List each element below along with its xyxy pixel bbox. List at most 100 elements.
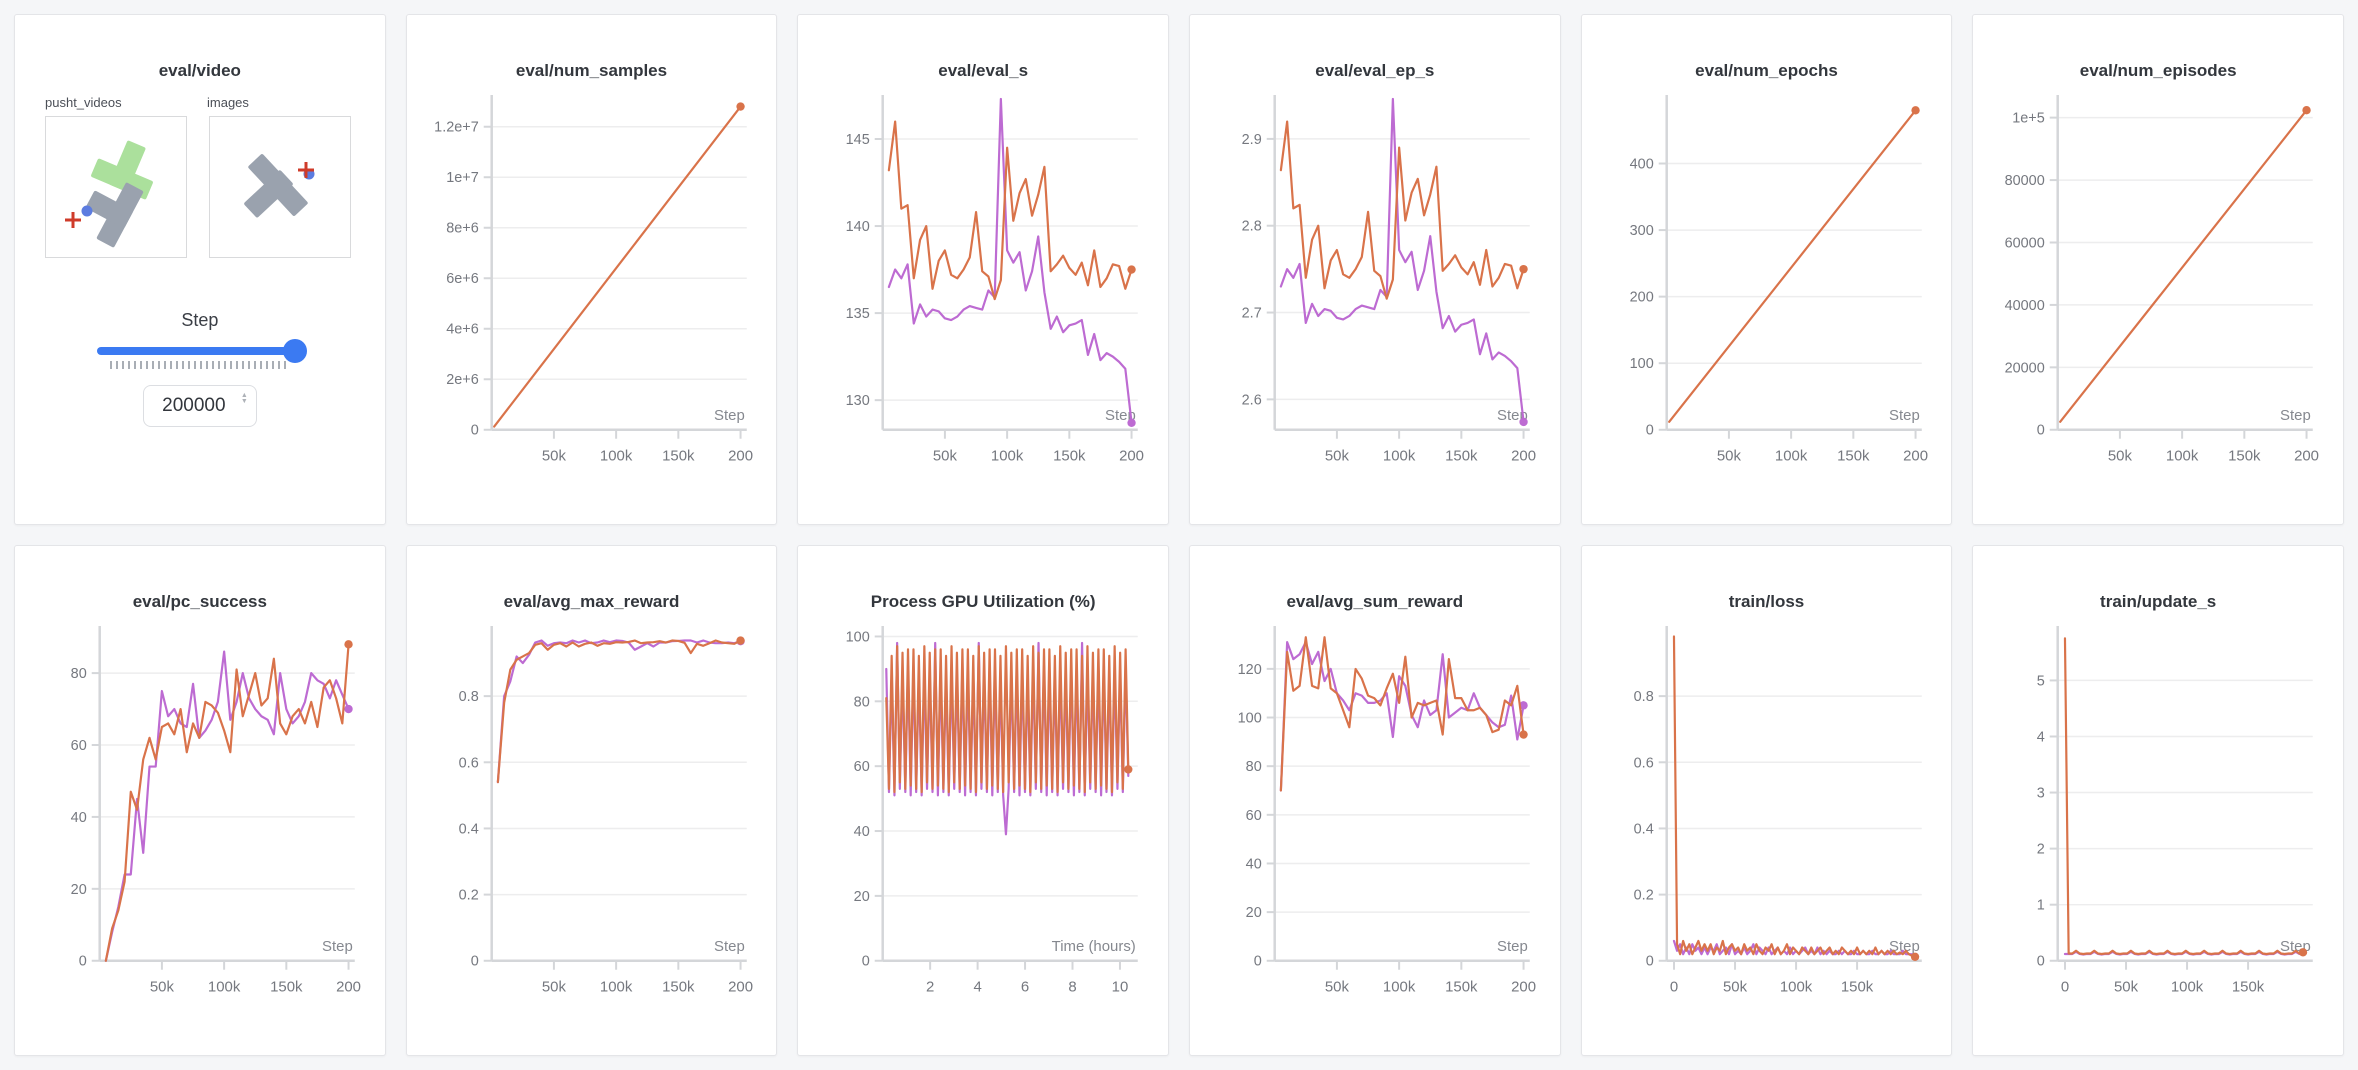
- svg-text:1: 1: [2037, 898, 2045, 914]
- step-slider-label: Step: [181, 310, 219, 330]
- chart-canvas[interactable]: 130 135 140 145 50k 100k 150k 200 Step: [798, 87, 1168, 500]
- target-cross-icon: [65, 212, 81, 228]
- svg-text:150k: 150k: [1837, 448, 1870, 465]
- chart-panel-eval-avg-max-reward: eval/avg_max_reward 0 0.2 0.4 0.6 0.8 50k 100k…: [405, 545, 778, 1056]
- chart-canvas[interactable]: 0 20 40 60 80 100 2 4 6 8 10 Time (hours): [798, 618, 1168, 1031]
- svg-text:50k: 50k: [1325, 448, 1350, 465]
- svg-text:200: 200: [1903, 448, 1928, 465]
- panel-title: train/loss: [1728, 592, 1805, 611]
- svg-text:0: 0: [2061, 979, 2069, 996]
- svg-text:100: 100: [846, 629, 870, 645]
- pusht-video-thumbnail[interactable]: [45, 116, 187, 258]
- svg-text:100k: 100k: [2166, 448, 2199, 465]
- svg-text:80000: 80000: [2005, 173, 2045, 189]
- svg-text:Time (hours): Time (hours): [1052, 938, 1136, 955]
- svg-text:300: 300: [1629, 223, 1653, 239]
- svg-text:150k: 150k: [2228, 448, 2261, 465]
- svg-text:150k: 150k: [270, 979, 303, 996]
- svg-text:0: 0: [1670, 979, 1678, 996]
- agent-dot-icon: [81, 205, 93, 217]
- svg-text:0.4: 0.4: [1633, 821, 1653, 837]
- svg-text:Step: Step: [1497, 407, 1528, 424]
- target-cross-icon: [298, 162, 314, 178]
- svg-text:80: 80: [854, 694, 870, 710]
- svg-text:400: 400: [1629, 157, 1653, 173]
- svg-text:0: 0: [862, 954, 870, 970]
- stepper-up-icon[interactable]: ▲: [240, 392, 248, 399]
- chart-panel-eval-eval-s: eval/eval_s 130 135 140 145 50k 100k 150k 200 St…: [797, 14, 1169, 525]
- svg-text:200: 200: [1511, 448, 1536, 465]
- svg-text:100k: 100k: [2171, 979, 2204, 996]
- svg-text:4: 4: [974, 979, 982, 996]
- svg-text:Step: Step: [322, 938, 353, 955]
- svg-text:20: 20: [1246, 905, 1262, 921]
- svg-text:120: 120: [1238, 662, 1262, 678]
- svg-text:Step: Step: [714, 938, 745, 955]
- pusht-videos-label: pusht_videos: [45, 95, 122, 110]
- svg-text:4: 4: [2037, 729, 2045, 745]
- svg-text:Step: Step: [1497, 938, 1528, 955]
- chart-canvas[interactable]: 0 2e+6 4e+6 6e+6 8e+6 1e+7 1.2e+7 50k 100k 150k 20…: [407, 87, 777, 500]
- panel-title: eval/video: [158, 61, 241, 80]
- panel-title: Process GPU Utilization (%): [870, 592, 1096, 611]
- svg-text:0: 0: [1645, 423, 1653, 439]
- chart-canvas[interactable]: 0 20000 40000 60000 80000 1e+5 50k 100k 150k 200 S…: [1973, 87, 2343, 500]
- svg-text:140: 140: [846, 219, 870, 235]
- svg-text:100k: 100k: [1775, 448, 1808, 465]
- svg-text:20: 20: [854, 889, 870, 905]
- chart-canvas[interactable]: 0 20 40 60 80 50k 100k 150k 200 Step: [15, 618, 385, 1031]
- svg-text:20: 20: [71, 882, 87, 898]
- svg-text:8e+6: 8e+6: [446, 221, 479, 237]
- svg-text:2.6: 2.6: [1242, 392, 1262, 408]
- svg-text:100k: 100k: [600, 448, 633, 465]
- chart-canvas[interactable]: 0 0.2 0.4 0.6 0.8 50k 100k 150k 200 Step: [407, 618, 777, 1031]
- step-slider[interactable]: [96, 339, 307, 363]
- svg-text:150k: 150k: [1053, 448, 1086, 465]
- svg-text:50k: 50k: [1717, 448, 1742, 465]
- svg-text:0.6: 0.6: [1633, 755, 1653, 771]
- svg-text:130: 130: [846, 393, 870, 409]
- svg-text:50k: 50k: [2114, 979, 2139, 996]
- chart-canvas[interactable]: 0 100 200 300 400 50k 100k 150k 200 Step: [1582, 87, 1952, 500]
- svg-text:200: 200: [2294, 448, 2319, 465]
- svg-text:150k: 150k: [1445, 979, 1478, 996]
- panel-title: eval/eval_s: [938, 61, 1029, 80]
- chart-panel-eval-num-epochs: eval/num_epochs 0 100 200 300 400 50k 100k 150k…: [1580, 14, 1953, 525]
- chart-panel-train-update-s: train/update_s 0 1 2 3 4 5 0 50k 100k 150k Step: [1972, 545, 2344, 1056]
- image-thumbnail[interactable]: [209, 116, 351, 258]
- svg-text:100k: 100k: [208, 979, 241, 996]
- slider-tick-marks: [109, 361, 290, 369]
- svg-text:0.6: 0.6: [458, 755, 478, 771]
- panel-title: eval/num_episodes: [2079, 61, 2237, 80]
- svg-text:1.2e+7: 1.2e+7: [434, 120, 479, 136]
- svg-text:Step: Step: [714, 407, 745, 424]
- svg-text:8: 8: [1069, 979, 1077, 996]
- media-labels: pusht_videos images: [45, 95, 385, 110]
- chart-canvas[interactable]: 0 0.2 0.4 0.6 0.8 0 50k 100k 150k Step: [1582, 618, 1952, 1031]
- pusht-image-icon: [244, 154, 315, 218]
- svg-text:40: 40: [854, 824, 870, 840]
- chart-canvas[interactable]: 2.6 2.7 2.8 2.9 50k 100k 150k 200 Step: [1190, 87, 1560, 500]
- slider-thumb[interactable]: [282, 339, 307, 363]
- stepper-down-icon[interactable]: ▼: [240, 398, 248, 405]
- svg-text:60: 60: [1246, 808, 1262, 824]
- svg-text:60: 60: [71, 738, 87, 754]
- svg-text:200: 200: [1119, 448, 1144, 465]
- stepper-arrows[interactable]: ▲ ▼: [240, 392, 248, 405]
- svg-text:100k: 100k: [600, 979, 633, 996]
- images-label: images: [207, 95, 249, 110]
- svg-text:Step: Step: [1889, 938, 1920, 955]
- svg-text:145: 145: [846, 132, 870, 148]
- step-value-input[interactable]: [143, 386, 256, 426]
- svg-text:200: 200: [728, 448, 753, 465]
- svg-text:150k: 150k: [1445, 448, 1478, 465]
- svg-text:100k: 100k: [1383, 448, 1416, 465]
- svg-text:60000: 60000: [2005, 235, 2045, 251]
- svg-text:0: 0: [1645, 954, 1653, 970]
- chart-canvas[interactable]: 0 20 40 60 80 100 120 50k 100k 150k 200 Step: [1190, 618, 1560, 1031]
- svg-text:100k: 100k: [1383, 979, 1416, 996]
- svg-text:0.8: 0.8: [458, 689, 478, 705]
- chart-panel-eval-avg-sum-reward: eval/avg_sum_reward 0 20 40 60 80 100 120 50k 10…: [1188, 545, 1561, 1056]
